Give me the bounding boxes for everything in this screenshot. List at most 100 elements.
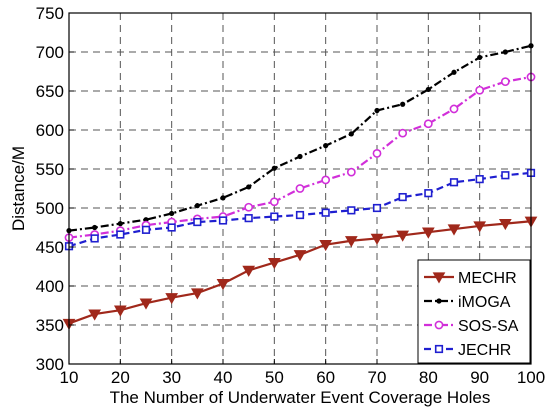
data-point xyxy=(295,210,305,220)
data-point xyxy=(92,224,98,231)
data-point xyxy=(449,104,459,114)
axis-ticks: 10 20 30 40 50 60 70 80 90 100 300 350 400 450 500 550 6… xyxy=(36,4,546,387)
x-tick-label: 20 xyxy=(111,368,130,387)
data-point xyxy=(346,167,356,177)
data-point xyxy=(169,210,175,217)
data-point xyxy=(424,189,433,198)
legend-label: iMOGA xyxy=(458,294,511,311)
data-point xyxy=(270,212,279,221)
y-tick-label: 450 xyxy=(36,238,64,257)
legend-label: SOS-SA xyxy=(458,318,519,335)
data-point xyxy=(117,221,123,227)
x-tick-label: 60 xyxy=(316,368,335,387)
y-tick-label: 400 xyxy=(36,277,64,296)
data-point xyxy=(220,195,226,201)
x-tick-label: 50 xyxy=(265,368,284,387)
data-point xyxy=(321,175,331,185)
data-point xyxy=(167,223,176,232)
data-point xyxy=(244,202,254,212)
y-tick-label: 750 xyxy=(36,4,64,23)
data-point xyxy=(319,240,333,252)
legend-label: MECHR xyxy=(458,270,517,287)
legend-marker xyxy=(434,344,444,354)
data-point xyxy=(396,230,410,242)
legend-marker xyxy=(432,272,446,284)
data-point xyxy=(398,192,407,202)
y-tick-label: 700 xyxy=(36,43,64,62)
plot-frame xyxy=(68,12,532,365)
data-point xyxy=(425,86,431,93)
data-point xyxy=(242,265,256,277)
data-point xyxy=(502,49,508,55)
data-point xyxy=(347,206,356,215)
data-point xyxy=(193,217,202,227)
data-point xyxy=(139,298,153,310)
data-point xyxy=(297,153,303,160)
x-tick-label: 100 xyxy=(517,368,545,387)
data-point xyxy=(165,293,179,305)
data-point xyxy=(293,250,307,262)
y-tick-label: 500 xyxy=(36,199,64,218)
data-point xyxy=(498,218,512,231)
x-tick-label: 40 xyxy=(214,368,233,387)
data-point xyxy=(370,233,384,245)
y-tick-label: 600 xyxy=(36,121,64,140)
data-point xyxy=(344,236,358,248)
legend-entry: JECHR xyxy=(424,342,511,359)
legend-label: JECHR xyxy=(458,342,511,359)
data-point xyxy=(372,148,382,158)
data-point xyxy=(323,143,329,149)
data-point xyxy=(423,119,433,129)
data-point xyxy=(400,101,406,107)
data-point xyxy=(421,227,435,239)
data-point xyxy=(449,178,459,187)
legend-entry: MECHR xyxy=(424,270,517,287)
series-line xyxy=(68,171,532,248)
y-tick-label: 300 xyxy=(36,355,64,374)
legend-marker xyxy=(436,298,442,304)
data-point xyxy=(451,69,457,75)
data-point xyxy=(90,234,99,243)
x-tick-label: 10 xyxy=(60,368,79,387)
data-point xyxy=(501,171,510,180)
x-tick-label: 90 xyxy=(470,368,489,387)
legend-entry: SOS-SA xyxy=(424,318,519,335)
x-tick-label: 70 xyxy=(368,368,387,387)
data-point xyxy=(374,107,380,114)
series-jechr xyxy=(64,168,536,251)
series-layer xyxy=(62,43,538,330)
legend-marker xyxy=(434,320,444,330)
data-point xyxy=(141,225,151,234)
legend: MECHR iMOGA SOS-SA JECHR xyxy=(417,259,531,364)
data-point xyxy=(194,203,200,209)
x-tick-label: 30 xyxy=(162,368,181,387)
y-tick-label: 550 xyxy=(36,160,64,179)
data-point xyxy=(113,305,127,317)
series-imoga xyxy=(66,43,534,234)
y-tick-label: 350 xyxy=(36,316,64,335)
data-point xyxy=(500,77,510,87)
data-point xyxy=(267,257,281,270)
data-point xyxy=(321,208,330,217)
data-point xyxy=(271,165,277,171)
data-point xyxy=(244,214,253,223)
data-point xyxy=(475,85,485,95)
data-point xyxy=(372,203,382,213)
y-axis-label: Distance/M xyxy=(9,146,28,231)
x-axis-label: The Number of Underwater Event Coverage … xyxy=(110,388,491,407)
data-point xyxy=(348,131,354,137)
data-point xyxy=(88,309,102,321)
data-point xyxy=(473,221,487,233)
data-point xyxy=(295,184,305,193)
data-point xyxy=(475,175,484,184)
data-point xyxy=(246,184,252,190)
data-point xyxy=(477,54,483,61)
data-point xyxy=(447,224,461,236)
data-point xyxy=(398,128,408,138)
data-point xyxy=(269,197,279,207)
legend-entry: iMOGA xyxy=(424,294,511,311)
y-tick-label: 650 xyxy=(36,82,64,101)
series-mechr xyxy=(62,216,538,330)
data-point xyxy=(218,216,228,225)
